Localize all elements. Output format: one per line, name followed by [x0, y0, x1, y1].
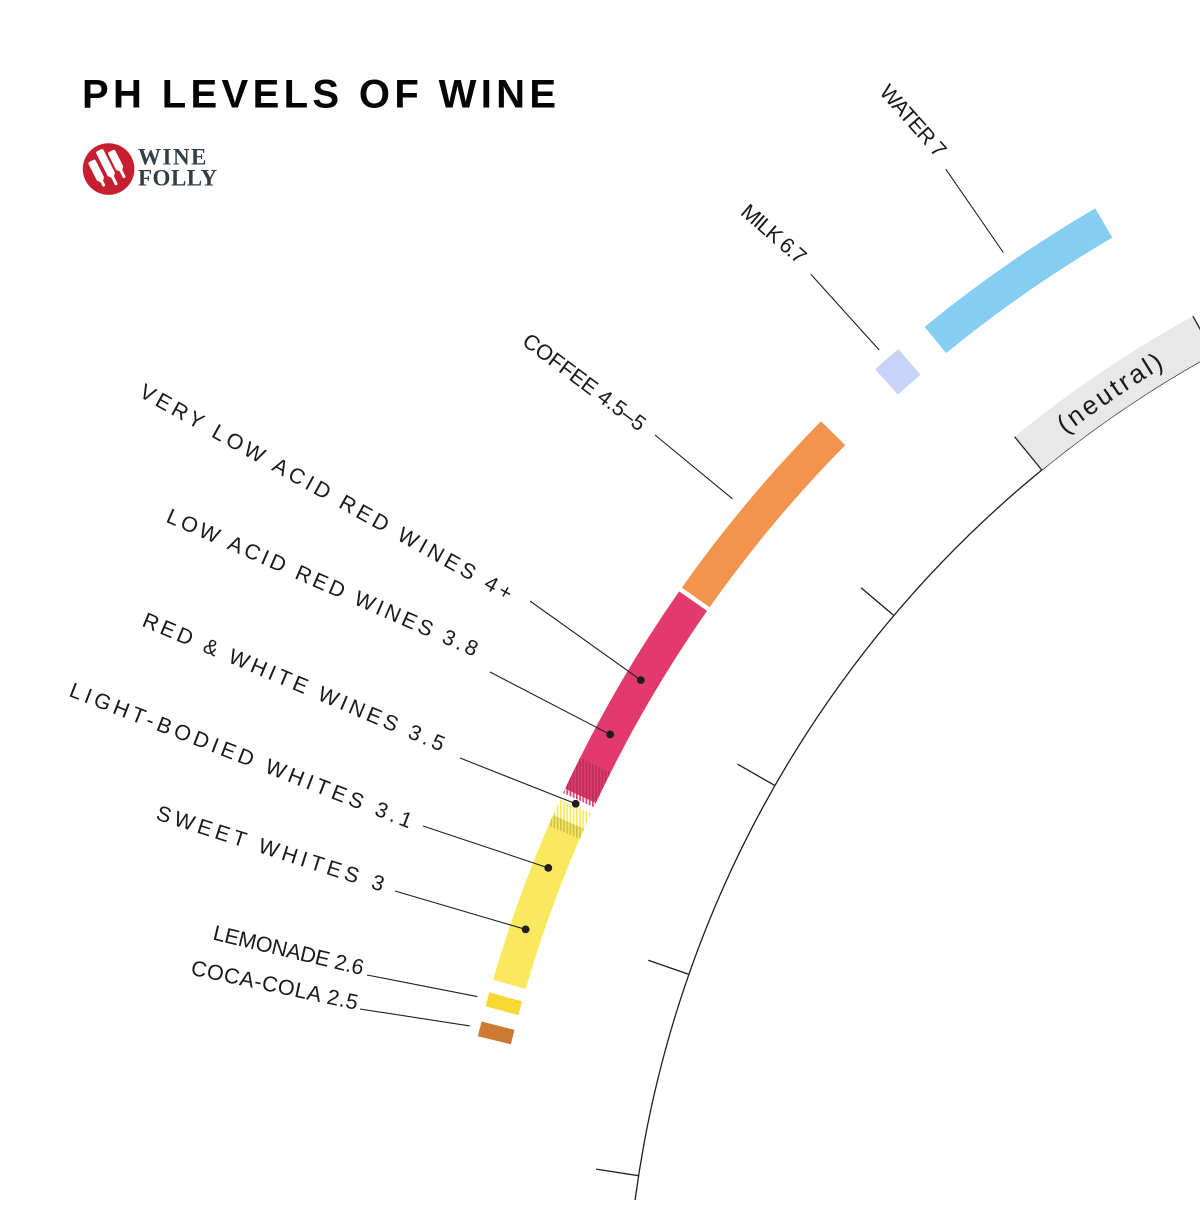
- svg-text:FOLLY: FOLLY: [138, 166, 218, 191]
- svg-text:WINE: WINE: [138, 145, 208, 170]
- svg-text:PH LEVELS OF WINE: PH LEVELS OF WINE: [82, 73, 560, 117]
